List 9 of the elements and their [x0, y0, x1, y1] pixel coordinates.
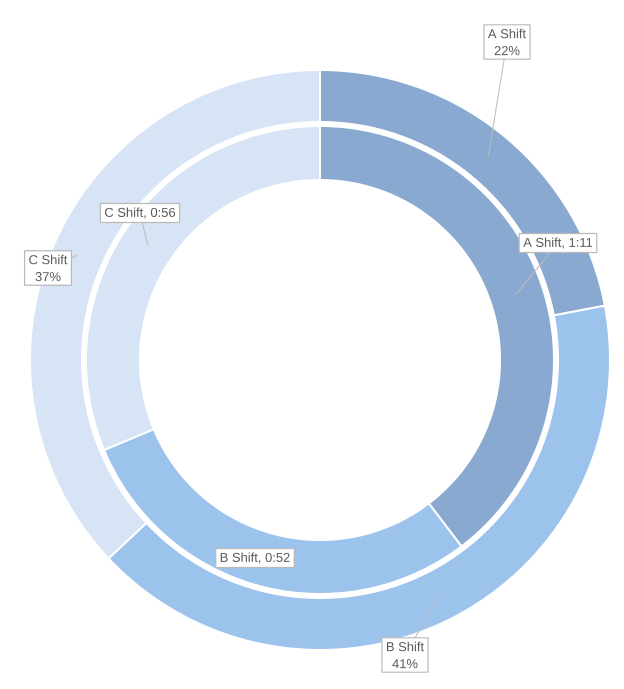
- slice-label: C Shift: [29, 254, 68, 264]
- data-label: B Shift, 0:52: [220, 552, 290, 564]
- data-label: C Shift, 0:56: [105, 207, 176, 219]
- data-label: 41%: [392, 659, 418, 668]
- data-label: A Shift, 1:11: [523, 237, 592, 249]
- data-label: 37%: [36, 272, 61, 282]
- slice-label: A Shift: [488, 28, 526, 38]
- slice-label: B Shift: [386, 642, 424, 652]
- data-label: 22%: [494, 46, 520, 56]
